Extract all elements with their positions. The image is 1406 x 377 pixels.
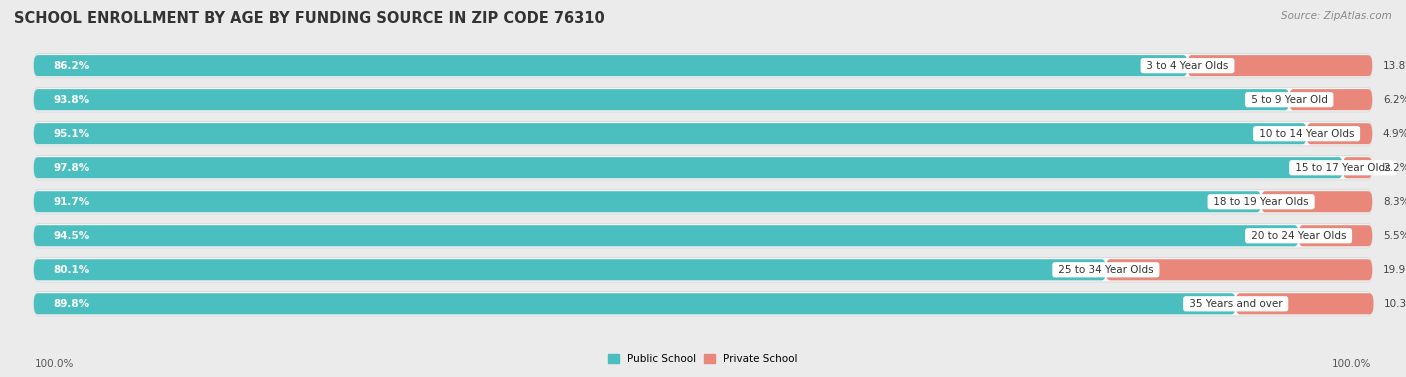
Text: 100.0%: 100.0% bbox=[1331, 359, 1371, 369]
Text: 2.2%: 2.2% bbox=[1384, 163, 1406, 173]
Text: 100.0%: 100.0% bbox=[35, 359, 75, 369]
FancyBboxPatch shape bbox=[34, 123, 1306, 144]
FancyBboxPatch shape bbox=[34, 225, 1299, 246]
Text: 20 to 24 Year Olds: 20 to 24 Year Olds bbox=[1247, 231, 1350, 241]
Text: Source: ZipAtlas.com: Source: ZipAtlas.com bbox=[1281, 11, 1392, 21]
FancyBboxPatch shape bbox=[1306, 123, 1372, 144]
FancyBboxPatch shape bbox=[1289, 89, 1372, 110]
Text: 5 to 9 Year Old: 5 to 9 Year Old bbox=[1247, 95, 1331, 105]
FancyBboxPatch shape bbox=[1343, 157, 1372, 178]
Text: 80.1%: 80.1% bbox=[53, 265, 90, 275]
Text: 97.8%: 97.8% bbox=[53, 163, 90, 173]
Text: 5.5%: 5.5% bbox=[1384, 231, 1406, 241]
FancyBboxPatch shape bbox=[34, 293, 1236, 314]
Text: 25 to 34 Year Olds: 25 to 34 Year Olds bbox=[1054, 265, 1157, 275]
Text: 15 to 17 Year Olds: 15 to 17 Year Olds bbox=[1292, 163, 1393, 173]
FancyBboxPatch shape bbox=[34, 89, 1289, 110]
FancyBboxPatch shape bbox=[34, 55, 1188, 76]
Text: 18 to 19 Year Olds: 18 to 19 Year Olds bbox=[1211, 197, 1312, 207]
FancyBboxPatch shape bbox=[1188, 55, 1372, 76]
FancyBboxPatch shape bbox=[34, 155, 1372, 180]
FancyBboxPatch shape bbox=[34, 87, 1372, 112]
Text: 95.1%: 95.1% bbox=[53, 129, 90, 139]
Text: 94.5%: 94.5% bbox=[53, 231, 90, 241]
FancyBboxPatch shape bbox=[34, 54, 1372, 78]
FancyBboxPatch shape bbox=[34, 121, 1372, 146]
FancyBboxPatch shape bbox=[1107, 259, 1372, 280]
Text: 91.7%: 91.7% bbox=[53, 197, 90, 207]
Text: 10.3%: 10.3% bbox=[1385, 299, 1406, 309]
FancyBboxPatch shape bbox=[34, 259, 1107, 280]
Text: 10 to 14 Year Olds: 10 to 14 Year Olds bbox=[1256, 129, 1358, 139]
FancyBboxPatch shape bbox=[1299, 225, 1372, 246]
Text: 4.9%: 4.9% bbox=[1384, 129, 1406, 139]
FancyBboxPatch shape bbox=[34, 291, 1372, 316]
Text: 19.9%: 19.9% bbox=[1384, 265, 1406, 275]
Text: 93.8%: 93.8% bbox=[53, 95, 90, 105]
Legend: Public School, Private School: Public School, Private School bbox=[605, 350, 801, 368]
FancyBboxPatch shape bbox=[1236, 293, 1374, 314]
FancyBboxPatch shape bbox=[34, 157, 1343, 178]
Text: 89.8%: 89.8% bbox=[53, 299, 90, 309]
FancyBboxPatch shape bbox=[34, 190, 1372, 214]
Text: 6.2%: 6.2% bbox=[1384, 95, 1406, 105]
FancyBboxPatch shape bbox=[34, 191, 1261, 212]
Text: 3 to 4 Year Olds: 3 to 4 Year Olds bbox=[1143, 61, 1232, 70]
FancyBboxPatch shape bbox=[34, 224, 1372, 248]
Text: 8.3%: 8.3% bbox=[1384, 197, 1406, 207]
Text: 86.2%: 86.2% bbox=[53, 61, 90, 70]
Text: 13.8%: 13.8% bbox=[1384, 61, 1406, 70]
FancyBboxPatch shape bbox=[34, 257, 1372, 282]
Text: SCHOOL ENROLLMENT BY AGE BY FUNDING SOURCE IN ZIP CODE 76310: SCHOOL ENROLLMENT BY AGE BY FUNDING SOUR… bbox=[14, 11, 605, 26]
Text: 35 Years and over: 35 Years and over bbox=[1185, 299, 1285, 309]
FancyBboxPatch shape bbox=[1261, 191, 1372, 212]
